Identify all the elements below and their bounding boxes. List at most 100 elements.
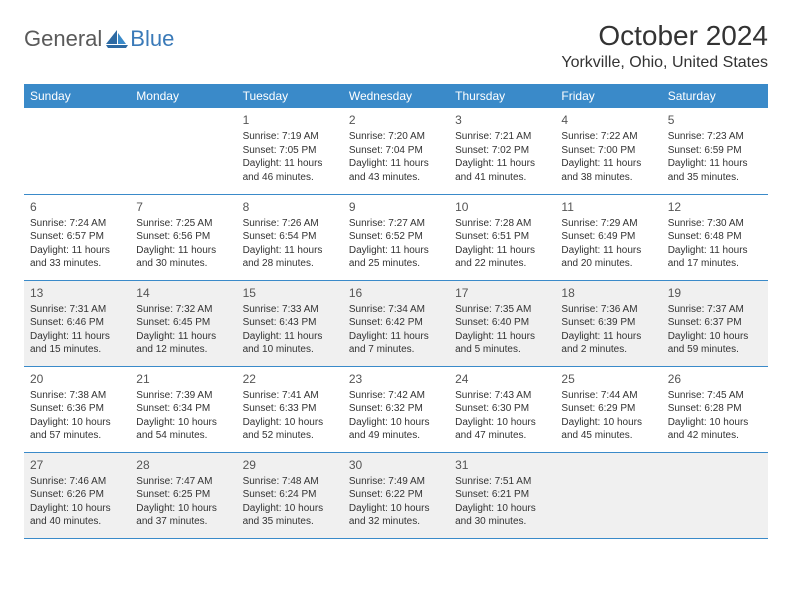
sunrise-text: Sunrise: 7:25 AM bbox=[136, 217, 230, 231]
day-number: 24 bbox=[455, 371, 549, 387]
sunset-text: Sunset: 6:49 PM bbox=[561, 230, 655, 244]
daylight-text: Daylight: 11 hours and 30 minutes. bbox=[136, 244, 230, 271]
calendar-body: 1Sunrise: 7:19 AMSunset: 7:05 PMDaylight… bbox=[24, 108, 768, 538]
daylight-text: Daylight: 11 hours and 43 minutes. bbox=[349, 157, 443, 184]
day-number: 25 bbox=[561, 371, 655, 387]
sunset-text: Sunset: 6:48 PM bbox=[668, 230, 762, 244]
sunset-text: Sunset: 7:04 PM bbox=[349, 144, 443, 158]
daylight-text: Daylight: 11 hours and 33 minutes. bbox=[30, 244, 124, 271]
day-number: 13 bbox=[30, 285, 124, 301]
sunrise-text: Sunrise: 7:24 AM bbox=[30, 217, 124, 231]
daylight-text: Daylight: 11 hours and 41 minutes. bbox=[455, 157, 549, 184]
day-number: 15 bbox=[243, 285, 337, 301]
day-number: 27 bbox=[30, 457, 124, 473]
week-row: 27Sunrise: 7:46 AMSunset: 6:26 PMDayligh… bbox=[24, 452, 768, 538]
daylight-text: Daylight: 11 hours and 46 minutes. bbox=[243, 157, 337, 184]
day-cell: 20Sunrise: 7:38 AMSunset: 6:36 PMDayligh… bbox=[24, 366, 130, 452]
sunset-text: Sunset: 6:59 PM bbox=[668, 144, 762, 158]
sunset-text: Sunset: 6:46 PM bbox=[30, 316, 124, 330]
daylight-text: Daylight: 10 hours and 40 minutes. bbox=[30, 502, 124, 529]
sunrise-text: Sunrise: 7:38 AM bbox=[30, 389, 124, 403]
sunset-text: Sunset: 6:54 PM bbox=[243, 230, 337, 244]
day-cell: 4Sunrise: 7:22 AMSunset: 7:00 PMDaylight… bbox=[555, 108, 661, 194]
week-row: 1Sunrise: 7:19 AMSunset: 7:05 PMDaylight… bbox=[24, 108, 768, 194]
sunset-text: Sunset: 6:43 PM bbox=[243, 316, 337, 330]
logo-sail-icon bbox=[106, 30, 128, 48]
sunset-text: Sunset: 7:00 PM bbox=[561, 144, 655, 158]
day-cell bbox=[24, 108, 130, 194]
daylight-text: Daylight: 11 hours and 38 minutes. bbox=[561, 157, 655, 184]
sunrise-text: Sunrise: 7:43 AM bbox=[455, 389, 549, 403]
header: General Blue October 2024 Yorkville, Ohi… bbox=[24, 20, 768, 72]
day-number: 6 bbox=[30, 199, 124, 215]
calendar-page: General Blue October 2024 Yorkville, Ohi… bbox=[0, 0, 792, 559]
sunrise-text: Sunrise: 7:41 AM bbox=[243, 389, 337, 403]
day-cell: 14Sunrise: 7:32 AMSunset: 6:45 PMDayligh… bbox=[130, 280, 236, 366]
sunrise-text: Sunrise: 7:42 AM bbox=[349, 389, 443, 403]
day-header-row: SundayMondayTuesdayWednesdayThursdayFrid… bbox=[24, 84, 768, 108]
day-cell: 22 Sunrise: 7:41 AMSunset: 6:33 PMDayligh… bbox=[237, 366, 343, 452]
sunset-text: Sunset: 6:57 PM bbox=[30, 230, 124, 244]
day-cell: 17Sunrise: 7:35 AMSunset: 6:40 PMDayligh… bbox=[449, 280, 555, 366]
sunrise-text: Sunrise: 7:34 AM bbox=[349, 303, 443, 317]
daylight-text: Daylight: 10 hours and 59 minutes. bbox=[668, 330, 762, 357]
logo-text-general: General bbox=[24, 26, 102, 52]
daylight-text: Daylight: 10 hours and 49 minutes. bbox=[349, 416, 443, 443]
day-cell: 2Sunrise: 7:20 AMSunset: 7:04 PMDaylight… bbox=[343, 108, 449, 194]
day-cell: 7Sunrise: 7:25 AMSunset: 6:56 PMDaylight… bbox=[130, 194, 236, 280]
sunset-text: Sunset: 6:21 PM bbox=[455, 488, 549, 502]
day-cell: 21 Sunrise: 7:39 AMSunset: 6:34 PMDayligh… bbox=[130, 366, 236, 452]
day-cell: 11Sunrise: 7:29 AMSunset: 6:49 PMDayligh… bbox=[555, 194, 661, 280]
sunrise-text: Sunrise: 7:32 AM bbox=[136, 303, 230, 317]
week-row: 20Sunrise: 7:38 AMSunset: 6:36 PMDayligh… bbox=[24, 366, 768, 452]
day-header: Friday bbox=[555, 84, 661, 108]
day-number: 26 bbox=[668, 371, 762, 387]
week-row: 6Sunrise: 7:24 AMSunset: 6:57 PMDaylight… bbox=[24, 194, 768, 280]
day-cell: 28Sunrise: 7:47 AMSunset: 6:25 PMDayligh… bbox=[130, 452, 236, 538]
day-header: Thursday bbox=[449, 84, 555, 108]
day-header: Monday bbox=[130, 84, 236, 108]
daylight-text: Daylight: 10 hours and 35 minutes. bbox=[243, 502, 337, 529]
day-cell: 25Sunrise: 7:44 AMSunset: 6:29 PMDayligh… bbox=[555, 366, 661, 452]
daylight-text: Daylight: 11 hours and 20 minutes. bbox=[561, 244, 655, 271]
sunset-text: Sunset: 6:42 PM bbox=[349, 316, 443, 330]
day-cell: 13Sunrise: 7:31 AMSunset: 6:46 PMDayligh… bbox=[24, 280, 130, 366]
day-cell: 5Sunrise: 7:23 AMSunset: 6:59 PMDaylight… bbox=[662, 108, 768, 194]
day-number: 30 bbox=[349, 457, 443, 473]
sunrise-text: Sunrise: 7:27 AM bbox=[349, 217, 443, 231]
day-number: 17 bbox=[455, 285, 549, 301]
sunset-text: Sunset: 6:36 PM bbox=[30, 402, 124, 416]
day-number: 21 bbox=[136, 371, 230, 387]
day-cell: 6 Sunrise: 7:24 AMSunset: 6:57 PMDaylight… bbox=[24, 194, 130, 280]
day-number: 8 bbox=[243, 199, 337, 215]
day-number: 1 bbox=[243, 112, 337, 128]
sunset-text: Sunset: 6:51 PM bbox=[455, 230, 549, 244]
day-cell: 9Sunrise: 7:27 AMSunset: 6:52 PMDaylight… bbox=[343, 194, 449, 280]
sunrise-text: Sunrise: 7:20 AM bbox=[349, 130, 443, 144]
day-header: Wednesday bbox=[343, 84, 449, 108]
daylight-text: Daylight: 10 hours and 57 minutes. bbox=[30, 416, 124, 443]
sunset-text: Sunset: 6:37 PM bbox=[668, 316, 762, 330]
sunset-text: Sunset: 6:34 PM bbox=[136, 402, 230, 416]
sunrise-text: Sunrise: 7:19 AM bbox=[243, 130, 337, 144]
day-number: 10 bbox=[455, 199, 549, 215]
day-number: 16 bbox=[349, 285, 443, 301]
logo: General Blue bbox=[24, 20, 174, 52]
daylight-text: Daylight: 10 hours and 52 minutes. bbox=[243, 416, 337, 443]
sunset-text: Sunset: 6:33 PM bbox=[243, 402, 337, 416]
calendar-table: SundayMondayTuesdayWednesdayThursdayFrid… bbox=[24, 84, 768, 539]
day-number: 7 bbox=[136, 199, 230, 215]
daylight-text: Daylight: 11 hours and 5 minutes. bbox=[455, 330, 549, 357]
daylight-text: Daylight: 11 hours and 17 minutes. bbox=[668, 244, 762, 271]
daylight-text: Daylight: 10 hours and 54 minutes. bbox=[136, 416, 230, 443]
day-number: 22 bbox=[243, 371, 337, 387]
daylight-text: Daylight: 10 hours and 42 minutes. bbox=[668, 416, 762, 443]
sunrise-text: Sunrise: 7:29 AM bbox=[561, 217, 655, 231]
sunrise-text: Sunrise: 7:37 AM bbox=[668, 303, 762, 317]
day-cell: 15Sunrise: 7:33 AMSunset: 6:43 PMDayligh… bbox=[237, 280, 343, 366]
sunrise-text: Sunrise: 7:39 AM bbox=[136, 389, 230, 403]
day-cell bbox=[130, 108, 236, 194]
sunrise-text: Sunrise: 7:28 AM bbox=[455, 217, 549, 231]
day-cell: 10Sunrise: 7:28 AMSunset: 6:51 PMDayligh… bbox=[449, 194, 555, 280]
sunrise-text: Sunrise: 7:21 AM bbox=[455, 130, 549, 144]
